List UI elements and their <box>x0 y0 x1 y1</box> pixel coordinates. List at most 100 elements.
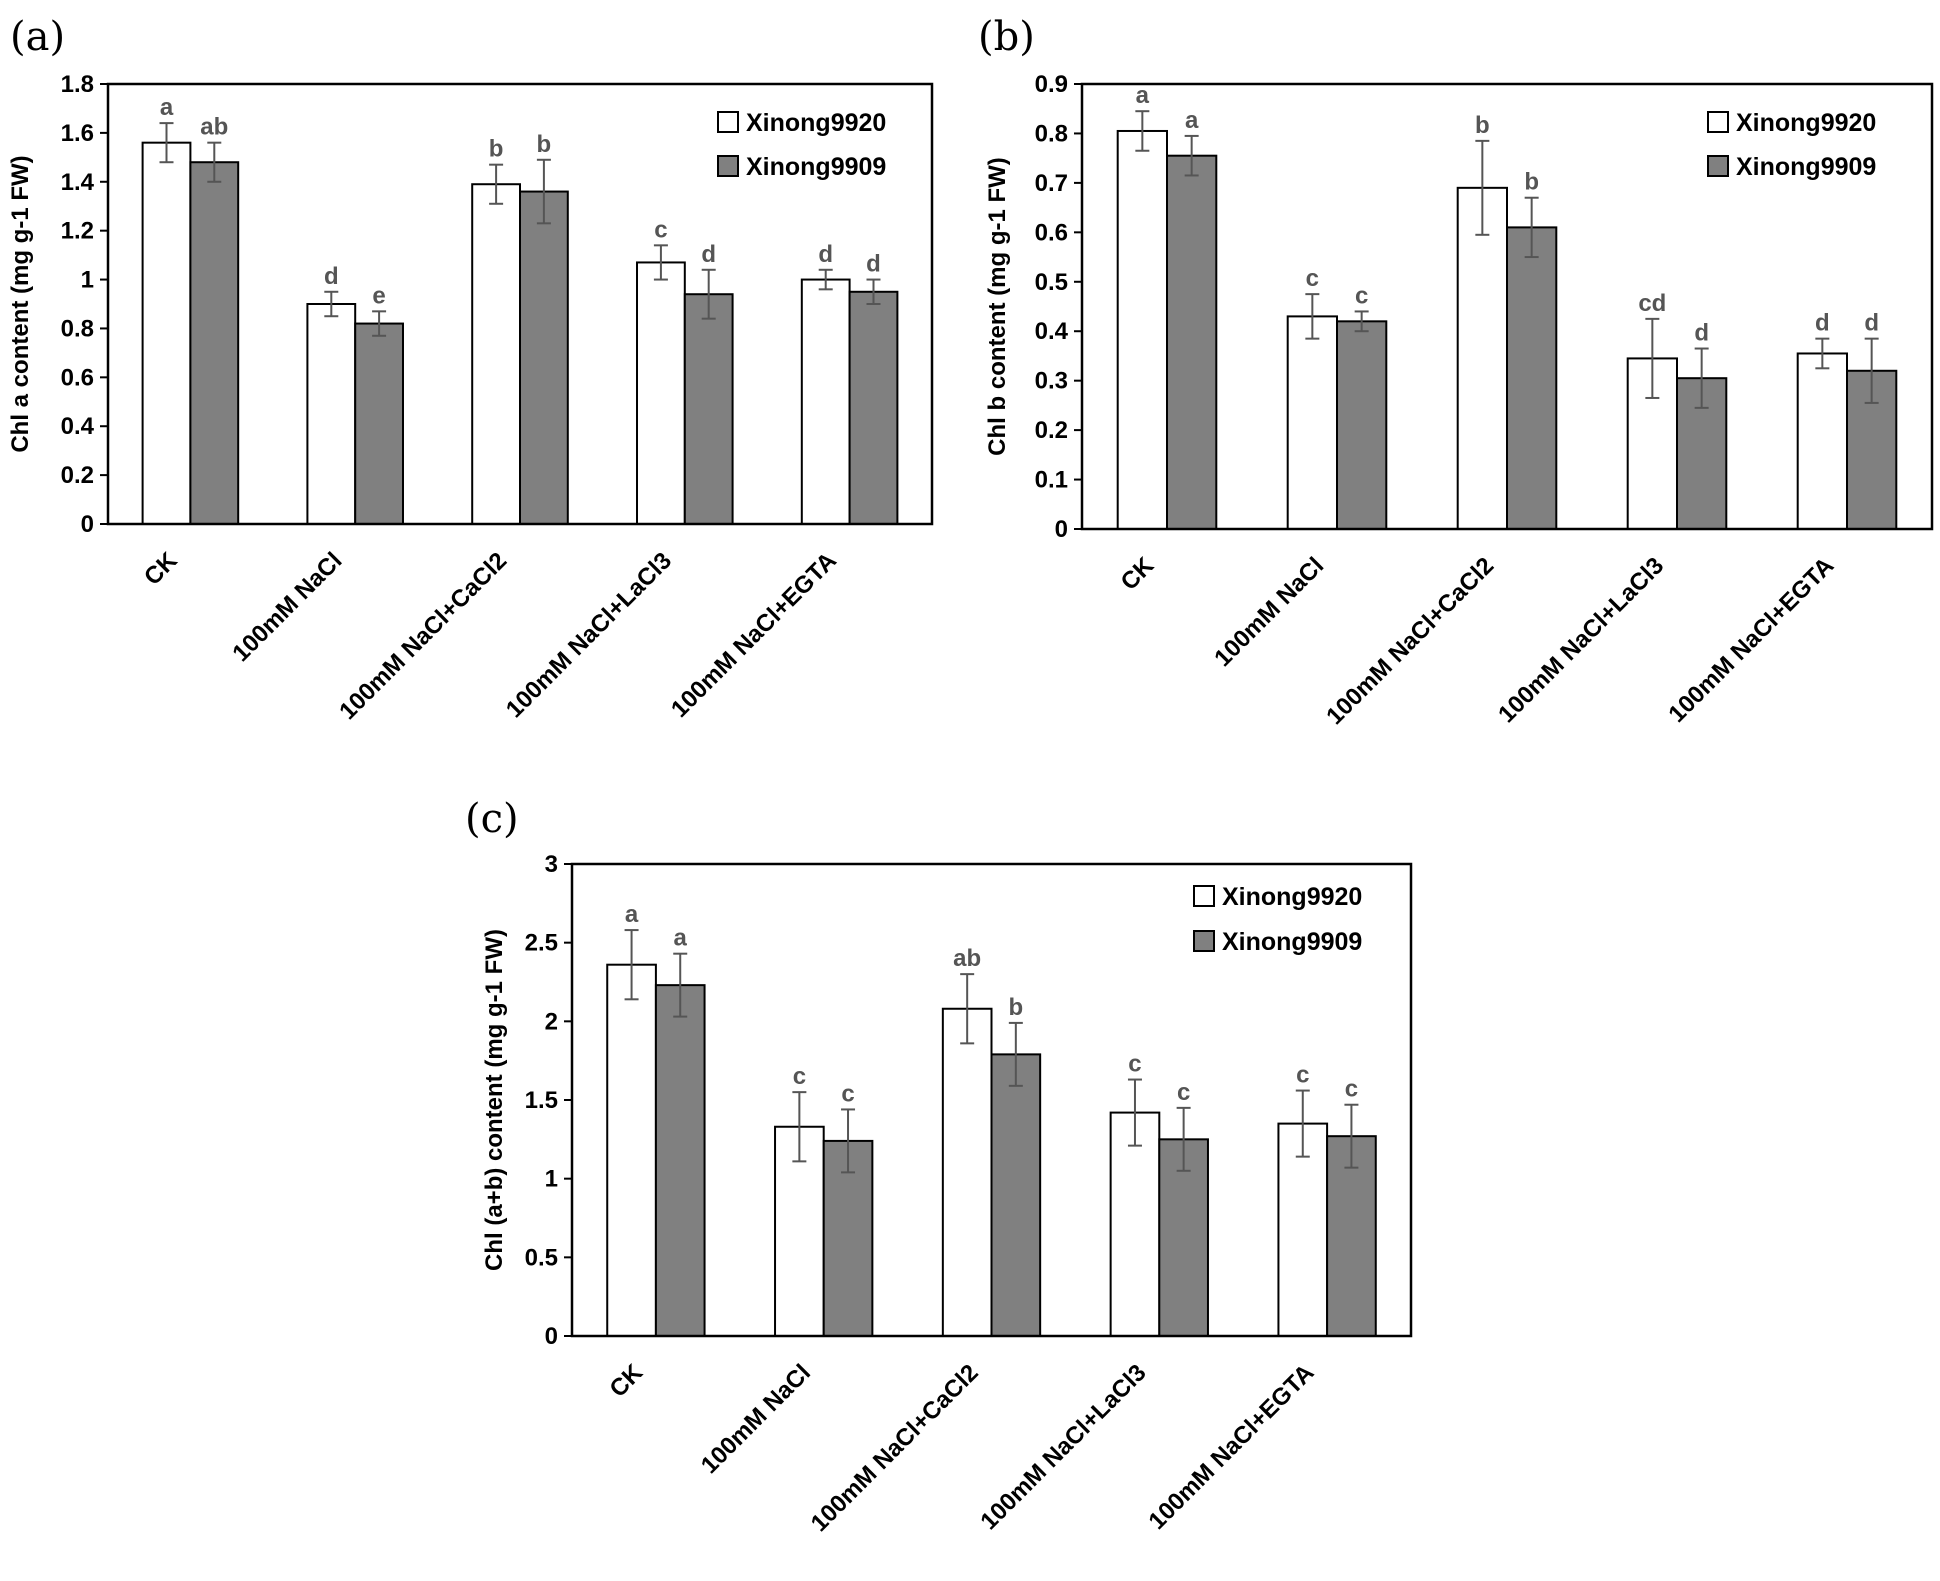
bar <box>848 290 899 525</box>
panel-label: (b) <box>978 14 1035 60</box>
legend-swatch <box>1707 111 1729 133</box>
y-axis-title: Chl (a+b) content (mg g-1 FW) <box>481 929 508 1271</box>
bar <box>990 1053 1042 1337</box>
significance-letter: c <box>1177 1079 1190 1106</box>
x-category-label: 100mM NaCl+LaCl3 <box>975 1359 1151 1535</box>
significance-letter: c <box>654 216 667 243</box>
significance-letter: a <box>1136 82 1150 109</box>
legend-label: Xinong9920 <box>1222 883 1362 911</box>
bar <box>354 322 404 525</box>
significance-letter: b <box>537 131 552 158</box>
y-axis-title: Chl a content (mg g-1 FW) <box>7 155 34 452</box>
bar <box>1456 186 1508 530</box>
legend-label: Xinong9920 <box>746 109 886 137</box>
x-category-label: 100mM NaCl <box>227 547 347 667</box>
y-tick-label: 0.9 <box>1035 71 1068 98</box>
x-category-label: 100mM NaCl+CaCl2 <box>334 547 512 725</box>
legend-swatch <box>1193 930 1215 952</box>
y-tick-label: 0.7 <box>1035 170 1068 197</box>
bar <box>1506 226 1558 530</box>
chart-panel-0: (a) 0 0.2 0.4 0.6 0.8 1 1.2 1.4 1.6 1.8 Chl a conte… <box>7 14 934 725</box>
significance-letter: b <box>489 136 504 163</box>
y-tick-label: 1.6 <box>61 120 94 147</box>
bar <box>1286 315 1338 530</box>
x-category-label: 100mM NaCl+LaCl3 <box>501 547 677 723</box>
y-tick-label: 3 <box>545 851 558 878</box>
y-tick-label: 0 <box>1055 516 1068 543</box>
y-tick-label: 0.4 <box>61 413 95 440</box>
y-tick-label: 0.6 <box>1035 219 1068 246</box>
significance-letter: c <box>1128 1051 1141 1078</box>
significance-letter: c <box>1306 265 1319 292</box>
significance-letter: d <box>866 251 881 278</box>
y-axis-title: Chl b content (mg g-1 FW) <box>984 157 1011 456</box>
x-category-label: 100mM NaCl+LaCl3 <box>1493 552 1669 728</box>
bar <box>1109 1111 1161 1337</box>
x-category-label: 100mM NaCl+CaCl2 <box>1321 552 1499 730</box>
x-category-label: CK <box>139 547 183 591</box>
significance-letter: c <box>1355 282 1368 309</box>
x-category-label: 100mM NaCl+CaCl2 <box>806 1359 984 1537</box>
bar <box>189 161 240 525</box>
y-tick-label: 1.2 <box>61 218 94 245</box>
x-category-label: 100mM NaCl+EGTA <box>1663 552 1839 728</box>
significance-letter: c <box>1345 1076 1358 1103</box>
y-tick-label: 2 <box>545 1008 558 1035</box>
bar <box>800 278 851 525</box>
bar <box>1796 352 1848 530</box>
bar <box>654 984 706 1337</box>
legend-label: Xinong9909 <box>1736 153 1876 181</box>
significance-letter: b <box>1524 169 1539 196</box>
bar <box>683 293 734 525</box>
significance-letter: d <box>701 241 716 268</box>
significance-letter: b <box>1008 994 1023 1021</box>
significance-letter: d <box>324 263 339 290</box>
plot-frame <box>1080 82 1934 531</box>
y-tick-label: 1 <box>81 267 94 294</box>
legend-label: Xinong9920 <box>1736 109 1876 137</box>
y-tick-label: 0.1 <box>1035 467 1068 494</box>
bar <box>471 183 522 525</box>
panel-label: (a) <box>10 14 65 60</box>
y-tick-label: 0.2 <box>1035 417 1068 444</box>
chart-panel-2: (c) 0 0.5 1 1.5 2 2.5 3 Chl (a+b) content (mg g-… <box>465 796 1413 1537</box>
bar <box>636 261 686 525</box>
y-tick-label: 2.5 <box>525 930 558 957</box>
y-tick-label: 1.5 <box>525 1087 558 1114</box>
plot-frame <box>570 862 1413 1338</box>
panel-label: (c) <box>465 796 519 842</box>
y-tick-label: 0.5 <box>525 1244 558 1271</box>
y-tick-label: 0.2 <box>61 462 94 489</box>
significance-letter: d <box>1815 310 1830 337</box>
x-category-label: 100mM NaCl+EGTA <box>1144 1359 1320 1535</box>
bar <box>519 190 569 526</box>
significance-letter: a <box>160 94 174 121</box>
legend-swatch <box>717 111 739 133</box>
bar <box>822 1139 874 1337</box>
x-category-label: CK <box>1116 552 1160 596</box>
chart-panel-1: (b) 0 0.1 0.2 0.3 0.4 0.5 0.6 0.7 0.8 0.9 Chl b con… <box>978 14 1934 730</box>
bar <box>1626 357 1678 530</box>
y-tick-label: 1.4 <box>61 169 95 196</box>
significance-letter: a <box>674 925 688 952</box>
bar <box>1116 129 1168 530</box>
bar <box>306 303 357 525</box>
significance-letter: d <box>1694 320 1709 347</box>
bar <box>1326 1135 1377 1337</box>
plot-frame <box>106 82 934 526</box>
legend-label: Xinong9909 <box>1222 928 1362 956</box>
significance-letter: b <box>1475 112 1490 139</box>
significance-letter: c <box>1296 1062 1309 1089</box>
y-tick-label: 0 <box>545 1323 558 1350</box>
significance-letter: cd <box>1638 290 1666 317</box>
significance-letter: a <box>1185 107 1199 134</box>
bar <box>606 963 657 1338</box>
bar <box>1336 320 1388 531</box>
significance-letter: c <box>841 1080 854 1107</box>
y-tick-label: 0.8 <box>61 315 94 342</box>
y-tick-label: 0.5 <box>1035 269 1068 296</box>
y-tick-label: 1 <box>545 1166 558 1193</box>
y-tick-label: 0.3 <box>1035 368 1068 395</box>
legend-label: Xinong9909 <box>746 153 886 181</box>
